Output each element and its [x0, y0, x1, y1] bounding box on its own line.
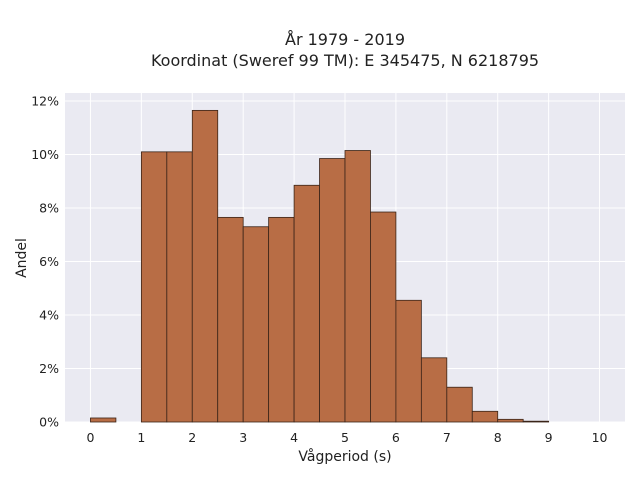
y-tick-label: 8%: [39, 201, 59, 216]
histogram-bar: [319, 158, 346, 423]
y-axis-label: Andel: [14, 238, 30, 278]
chart-title-line2: Koordinat (Sweref 99 TM): E 345475, N 62…: [151, 51, 539, 70]
x-tick-label: 7: [443, 430, 451, 445]
histogram-bar: [420, 357, 448, 423]
histogram-bar: [217, 216, 244, 423]
x-tick-label: 9: [545, 430, 553, 445]
y-axis-ticks: 0% 2% 4% 6% 8% 10% 12%: [31, 94, 59, 430]
y-tick-label: 0%: [39, 415, 59, 430]
x-tick-label: 5: [341, 430, 349, 445]
histogram-bar: [370, 211, 397, 423]
histogram-bar: [293, 184, 320, 423]
x-tick-label: 2: [188, 430, 196, 445]
histogram-bar: [268, 216, 295, 423]
x-tick-label: 4: [290, 430, 298, 445]
histogram-bar: [395, 299, 422, 423]
x-tick-label: 1: [137, 430, 145, 445]
y-tick-label: 2%: [39, 361, 59, 376]
x-axis-ticks: 0 1 2 3 4 5 6 7 8 9 10: [86, 430, 607, 445]
histogram-bar: [471, 410, 499, 423]
histogram-bar: [522, 420, 550, 423]
histogram-bar: [191, 109, 219, 423]
histogram-bar: [140, 151, 168, 423]
x-tick-label: 0: [86, 430, 94, 445]
x-tick-label: 3: [239, 430, 247, 445]
x-tick-label: 6: [392, 430, 400, 445]
histogram-bar: [242, 226, 270, 423]
y-tick-label: 10%: [31, 147, 59, 162]
y-tick-label: 6%: [39, 254, 59, 269]
y-tick-label: 12%: [31, 94, 59, 109]
histogram-bar: [166, 151, 193, 423]
y-tick-label: 4%: [39, 308, 59, 323]
histogram-bar: [446, 386, 473, 423]
x-axis-label: Vågperiod (s): [298, 448, 391, 465]
x-tick-label: 8: [494, 430, 502, 445]
histogram-bar: [344, 150, 371, 423]
x-tick-label: 10: [592, 430, 608, 445]
histogram-bar: [90, 417, 117, 423]
bars: [90, 109, 550, 423]
chart-title-line1: År 1979 - 2019: [285, 30, 405, 49]
histogram-bar: [497, 418, 524, 423]
